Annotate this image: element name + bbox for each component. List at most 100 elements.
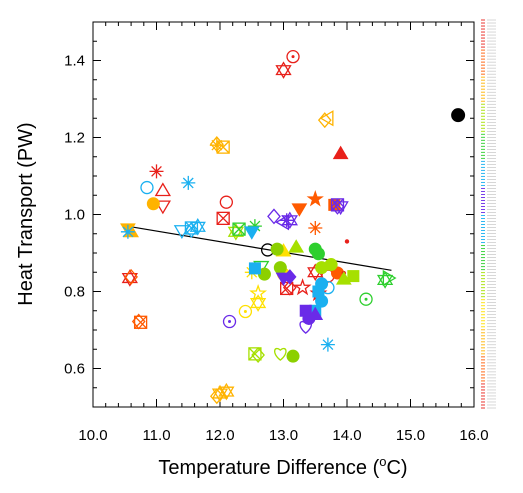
marker-circle (140, 180, 154, 195)
y-tick-label: 1.4 (64, 53, 85, 70)
marker-circle (238, 304, 253, 319)
data-point (184, 221, 199, 238)
marker-square (280, 281, 294, 296)
marker-diamond (317, 112, 332, 129)
data-point (279, 213, 294, 228)
marker-triangle (288, 239, 305, 253)
marker-star (211, 384, 229, 399)
marker-square (216, 140, 230, 154)
marker-asterisk (279, 213, 294, 228)
marker-triangle (154, 200, 171, 215)
data-point (344, 239, 350, 244)
data-point (382, 269, 397, 287)
marker-triangle (307, 306, 324, 320)
data-point (286, 50, 300, 64)
data-point (320, 337, 335, 352)
marker-star (275, 65, 292, 79)
y-tick-label: 1.2 (64, 130, 85, 147)
data-point (154, 182, 171, 197)
data-point (347, 270, 360, 283)
data-point (293, 278, 312, 296)
data-points (120, 50, 466, 405)
data-point (332, 145, 349, 160)
marker-asterisk (181, 175, 196, 190)
data-point (324, 258, 338, 272)
data-point (283, 269, 297, 285)
data-point (319, 110, 334, 127)
marker-triangle (382, 269, 397, 287)
marker-square (248, 262, 261, 275)
data-point (282, 279, 297, 296)
x-axis-title-sup: o (379, 454, 386, 469)
data-point (124, 268, 138, 285)
data-point (131, 313, 146, 330)
marker-triangle (243, 226, 260, 240)
marker-star (293, 278, 312, 296)
marker-circle (270, 242, 284, 256)
marker-diamond (251, 347, 265, 364)
data-point (249, 283, 268, 302)
x-axis-title-main: Temperature Difference ( (158, 457, 379, 479)
data-point (306, 190, 324, 207)
data-point (140, 180, 154, 195)
data-point (299, 320, 312, 334)
data-point (216, 140, 230, 154)
data-point (149, 164, 164, 179)
data-point (267, 208, 281, 225)
data-point (218, 382, 235, 401)
marker-cross (232, 222, 246, 236)
data-point (219, 195, 234, 209)
marker-star (249, 283, 268, 302)
marker-circle (311, 247, 325, 261)
marker-circle (222, 314, 237, 329)
x-tick-label: 16.0 (459, 427, 488, 444)
data-point (120, 224, 135, 239)
marker-star (121, 272, 138, 287)
marker-circle (359, 292, 373, 306)
data-point (249, 294, 267, 312)
x-tick-label: 12.0 (205, 427, 234, 444)
data-point (274, 347, 287, 361)
marker-square (248, 347, 262, 361)
x-tick-label: 15.0 (396, 427, 425, 444)
marker-circle (219, 195, 234, 209)
data-point (311, 247, 325, 261)
x-tick-label: 10.0 (78, 427, 107, 444)
marker-diamond (330, 198, 345, 215)
marker-diamond (282, 279, 297, 296)
x-axis-title-end: C) (386, 457, 407, 479)
marker-dot (364, 297, 368, 301)
marker-star (218, 382, 235, 397)
marker-diamond (209, 136, 224, 153)
marker-star (189, 221, 206, 236)
x-axis-title: Temperature Difference (oC) (158, 454, 407, 479)
data-point (154, 200, 171, 215)
marker-triangle (319, 110, 334, 127)
marker-circle (273, 261, 287, 275)
axis-ticks (92, 21, 475, 408)
marker-square (232, 222, 246, 236)
marker-heart (274, 347, 287, 361)
marker-square (216, 211, 230, 226)
marker-star (281, 211, 298, 226)
data-point (299, 304, 312, 317)
marker-dot (291, 55, 295, 59)
data-point (216, 211, 230, 226)
marker-triangle (291, 203, 308, 217)
marker-cross (216, 140, 230, 154)
marker-star (249, 297, 267, 312)
marker-circle (315, 294, 329, 308)
marker-star (249, 294, 267, 309)
marker-triangle (332, 201, 349, 216)
marker-star (227, 226, 245, 241)
marker-asterisk (320, 337, 335, 352)
marker-circle (286, 50, 300, 64)
marker-dot (243, 310, 247, 314)
data-point (181, 175, 196, 190)
plot-frame (92, 21, 475, 408)
data-point (317, 112, 332, 129)
marker-circle (321, 280, 335, 295)
data-point (308, 221, 323, 235)
data-point (286, 349, 300, 363)
